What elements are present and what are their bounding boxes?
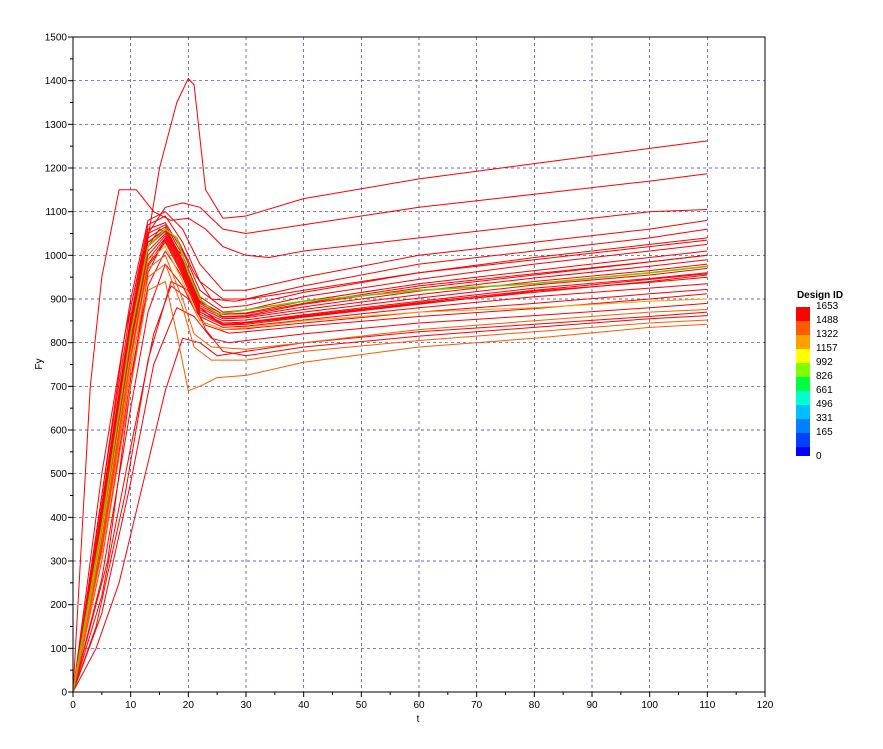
legend-label: 1653: [816, 301, 839, 312]
x-tick-label: 70: [471, 700, 483, 711]
legend-swatch: [796, 447, 810, 456]
legend: Design ID 1653 1488 1322 1157 992 826 661 496 33…: [790, 290, 870, 462]
series-line: [72, 228, 708, 693]
legend-label: 661: [816, 385, 833, 396]
series-line: [72, 173, 708, 693]
y-tick-label: 600: [50, 426, 67, 437]
series-line: [72, 302, 708, 693]
legend-entries: 1653 1488 1322 1157 992 826 661 496 331 165 0: [790, 301, 870, 462]
gridlines: [73, 37, 765, 692]
series-line: [72, 250, 708, 693]
series-line: [72, 285, 708, 693]
legend-label: 165: [816, 427, 833, 438]
series-line: [72, 246, 708, 693]
legend-swatch: [796, 391, 810, 405]
y-tick-label: 0: [61, 688, 67, 699]
legend-swatch: [796, 307, 810, 321]
legend-title: Design ID: [796, 290, 844, 301]
legend-entry: 331: [790, 413, 870, 433]
legend-label: 1488: [816, 315, 839, 326]
y-tick-label: 400: [50, 513, 67, 524]
y-tick-label: 1100: [45, 207, 67, 218]
legend-label: 992: [816, 357, 833, 368]
legend-entry: 992: [790, 357, 870, 377]
legend-label: 826: [816, 371, 833, 382]
x-tick-label: 40: [298, 700, 310, 711]
series-line: [72, 237, 708, 693]
y-tick-label: 100: [50, 644, 67, 655]
x-tick-label: 30: [240, 700, 252, 711]
legend-label: 0: [816, 451, 822, 462]
tick-labels: 0 10 20 30 40 50 60 70 80 90 100 110 120010020030040…: [45, 33, 774, 712]
legend-entry: 1322: [790, 329, 870, 349]
series-line: [72, 233, 708, 693]
y-tick-label: 1400: [45, 76, 68, 87]
legend-entry: 1653: [790, 301, 870, 321]
x-tick-label: 60: [413, 700, 425, 711]
legend-swatch: [796, 363, 810, 377]
series-line: [72, 281, 708, 693]
legend-swatch: [796, 349, 810, 363]
legend-entry: 1488: [790, 315, 870, 335]
x-tick-label: 10: [125, 700, 137, 711]
x-tick-label: 100: [641, 700, 658, 711]
legend-entry: 661: [790, 385, 870, 405]
series-line: [72, 239, 708, 693]
y-tick-label: 1500: [45, 33, 68, 44]
series-line: [72, 224, 708, 693]
legend-swatch: [796, 433, 810, 447]
x-tick-label: 90: [586, 700, 598, 711]
legend-label: 1157: [816, 343, 838, 354]
legend-swatch: [796, 335, 810, 349]
y-tick-label: 500: [50, 469, 67, 480]
y-tick-label: 800: [50, 338, 67, 349]
legend-swatch: [796, 377, 810, 391]
series-line: [72, 189, 708, 693]
legend-swatch: [796, 321, 810, 335]
series-line: [72, 228, 708, 693]
y-axis-label: Fy: [34, 358, 45, 369]
x-tick-label: 110: [699, 700, 715, 711]
legend-entry: 496: [790, 399, 870, 419]
y-tick-label: 1200: [45, 164, 68, 175]
series-line: [72, 263, 708, 693]
series-line: [72, 235, 708, 693]
series-line: [72, 254, 708, 693]
legend-entry: 826: [790, 371, 870, 391]
legend-entry: 0: [790, 447, 870, 462]
legend-label: 496: [816, 399, 833, 410]
x-axis-label: t: [417, 714, 420, 725]
y-tick-label: 700: [50, 382, 67, 393]
legend-entry: 1157: [790, 343, 870, 363]
x-tick-label: 120: [757, 700, 774, 711]
tick-marks: [68, 36, 766, 697]
series-lines: [72, 78, 708, 693]
x-tick-label: 80: [529, 700, 541, 711]
series-line: [72, 311, 708, 693]
x-tick-label: 0: [70, 700, 76, 711]
y-tick-label: 300: [50, 557, 67, 568]
y-tick-label: 1000: [45, 251, 68, 262]
y-tick-label: 900: [50, 295, 67, 306]
legend-swatch: [796, 419, 810, 433]
legend-label: 331: [816, 413, 833, 424]
x-tick-label: 50: [356, 700, 368, 711]
x-tick-label: 20: [183, 700, 195, 711]
legend-swatch: [796, 405, 810, 419]
series-line: [72, 211, 708, 693]
legend-entry: 165: [790, 427, 870, 447]
y-tick-label: 200: [50, 600, 67, 611]
y-tick-label: 1300: [45, 120, 68, 131]
legend-label: 1322: [816, 329, 839, 340]
series-line: [72, 281, 708, 693]
